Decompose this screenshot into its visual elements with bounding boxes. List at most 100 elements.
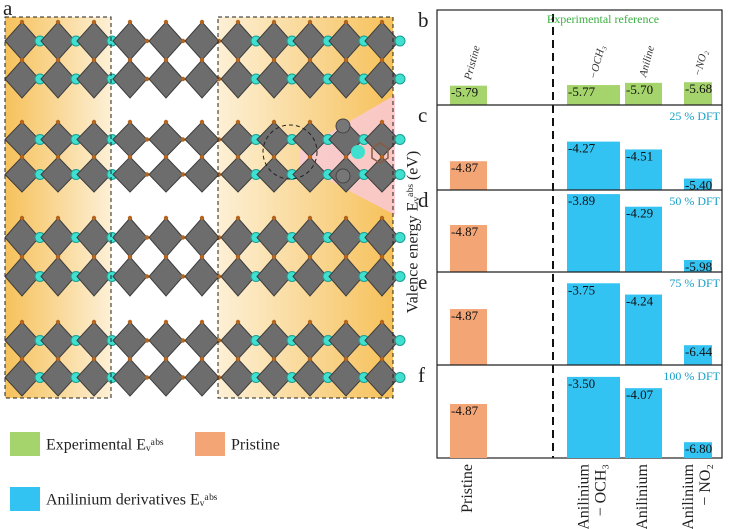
octahedron: [364, 59, 400, 99]
halide: [144, 338, 150, 343]
dashed-box: [4, 16, 112, 399]
octahedron: [364, 358, 400, 397]
value-label: -5.40: [685, 178, 712, 193]
octahedron: [4, 156, 40, 193]
legend-swatch: [10, 487, 40, 511]
halide: [91, 19, 97, 25]
bar: [567, 141, 620, 190]
value-label: -4.87: [451, 308, 479, 323]
bar: [450, 85, 487, 105]
value-label: -5.79: [451, 85, 478, 100]
halide: [55, 119, 61, 125]
halide: [144, 375, 150, 380]
halide: [163, 254, 169, 260]
value-label: -4.87: [451, 224, 479, 239]
x-category-label: − NO₂: [697, 464, 714, 506]
octahedron: [184, 121, 220, 158]
halide: [307, 57, 313, 63]
halide: [235, 154, 241, 160]
octahedron: [184, 21, 220, 61]
halide: [199, 356, 205, 362]
octahedron: [148, 21, 184, 61]
panel-label: f: [418, 363, 425, 387]
halide: [199, 119, 205, 125]
octahedron: [256, 156, 292, 193]
halide: [19, 19, 25, 25]
zoom-detail: [335, 118, 389, 184]
octahedron: [184, 321, 220, 360]
octahedron: [76, 59, 112, 99]
octahedron: [76, 256, 112, 297]
halide: [343, 215, 349, 221]
octahedron: [148, 121, 184, 158]
octahedron: [40, 256, 76, 297]
category-label: Aniline: [637, 44, 657, 79]
annotation: 25 % DFT: [669, 109, 720, 123]
legend-label: Anilinium derivatives Eᵥᵃᵇˢ: [46, 492, 218, 509]
octahedron: [328, 59, 364, 99]
x-category-label: Pristine: [459, 464, 476, 513]
bar: [625, 388, 662, 458]
halide: [180, 38, 186, 44]
halide: [91, 57, 97, 63]
halide: [307, 154, 313, 160]
halide: [127, 119, 133, 125]
bar: [684, 345, 712, 365]
crystal-structure: [4, 17, 406, 398]
halide: [235, 57, 241, 63]
halide: [91, 215, 97, 221]
halide: [235, 319, 241, 325]
octahedron: [112, 217, 148, 258]
halide: [271, 356, 277, 362]
octahedron: [112, 256, 148, 297]
halide: [199, 254, 205, 260]
bar: [450, 225, 487, 272]
octahedron: [4, 358, 40, 397]
halide: [19, 319, 25, 325]
halide: [91, 119, 97, 125]
halide: [235, 19, 241, 25]
octahedron: [40, 358, 76, 397]
halide: [19, 154, 25, 160]
halide: [379, 119, 385, 125]
octahedron: [148, 156, 184, 193]
octahedron: [112, 156, 148, 193]
halide: [19, 57, 25, 63]
halide: [271, 19, 277, 25]
bar: [567, 283, 620, 365]
halide: [343, 57, 349, 63]
halide: [127, 215, 133, 221]
zoom-circle: [262, 124, 318, 180]
halide: [55, 356, 61, 362]
category-label: Pristine: [462, 44, 483, 82]
octahedron: [112, 358, 148, 397]
halide: [163, 19, 169, 25]
halide: [307, 215, 313, 221]
halide: [163, 154, 169, 160]
halide: [91, 154, 97, 160]
bar: [450, 403, 487, 458]
octahedron: [292, 59, 328, 99]
halide: [307, 119, 313, 125]
halide: [379, 356, 385, 362]
halide: [180, 76, 186, 82]
halide: [127, 356, 133, 362]
halide: [199, 19, 205, 25]
octahedron: [328, 358, 364, 397]
octahedron: [148, 217, 184, 258]
octahedron: [364, 156, 400, 193]
halide: [343, 154, 349, 160]
halide: [307, 319, 313, 325]
value-label: -4.87: [451, 403, 479, 418]
octahedron: [328, 256, 364, 297]
octahedron: [256, 358, 292, 397]
atom: [351, 145, 365, 159]
halide: [55, 57, 61, 63]
octahedron: [4, 59, 40, 99]
bar: [684, 442, 712, 458]
halide: [91, 319, 97, 325]
octahedron: [184, 358, 220, 397]
value-label: -5.70: [626, 82, 653, 97]
halide: [199, 154, 205, 160]
halide: [55, 254, 61, 260]
